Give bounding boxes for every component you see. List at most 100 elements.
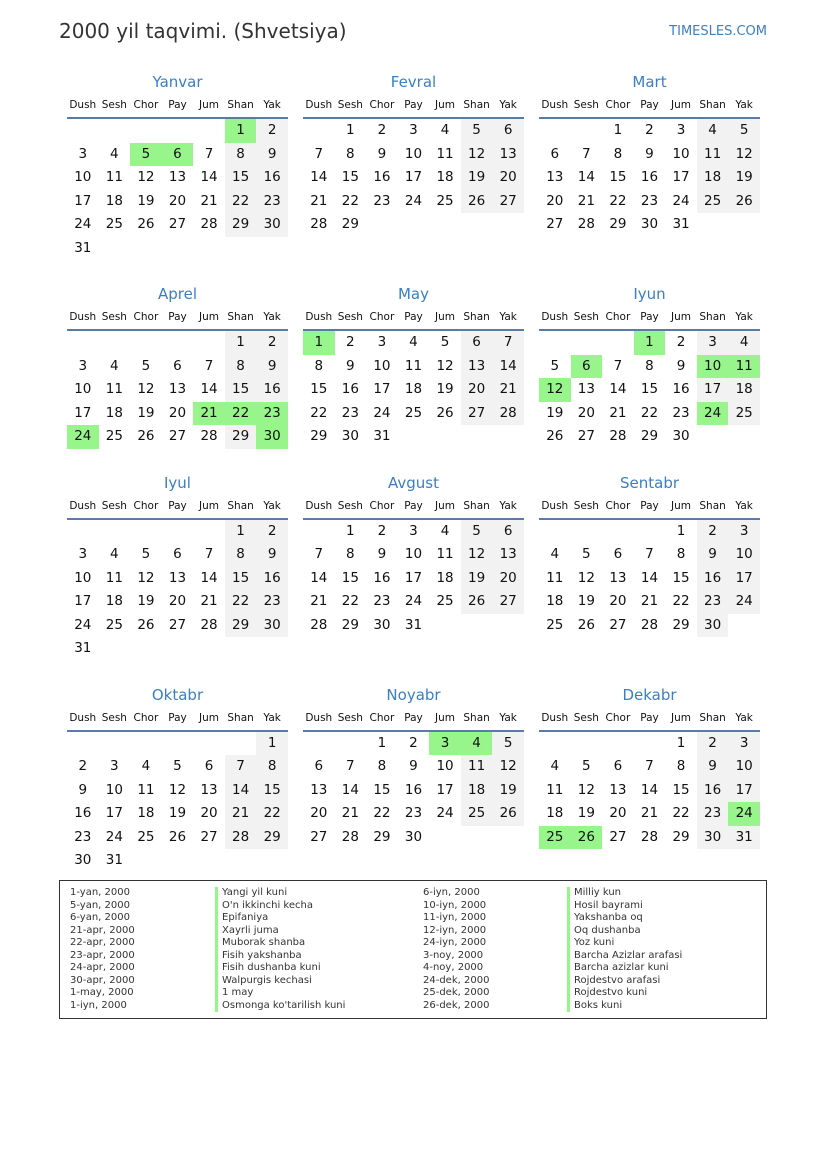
- day-cell[interactable]: 1: [224, 119, 257, 143]
- day-cell[interactable]: 5: [460, 119, 493, 143]
- day-cell[interactable]: 22: [224, 189, 257, 213]
- day-cell[interactable]: 11: [546, 781, 564, 798]
- day-cell[interactable]: 25: [546, 616, 564, 633]
- day-cell[interactable]: 3: [78, 145, 88, 162]
- day-cell[interactable]: 12: [168, 781, 187, 798]
- day-cell[interactable]: 6: [613, 546, 623, 562]
- day-cell[interactable]: 28: [341, 828, 359, 845]
- day-cell[interactable]: 19: [137, 404, 155, 421]
- day-cell[interactable]: 27: [609, 828, 627, 845]
- day-cell[interactable]: 6: [492, 519, 524, 543]
- day-cell[interactable]: 15: [609, 169, 627, 185]
- day-cell[interactable]: 16: [373, 169, 391, 185]
- day-cell[interactable]: 7: [204, 357, 214, 374]
- day-cell[interactable]: 1: [676, 734, 686, 751]
- day-cell[interactable]: 28: [200, 216, 218, 232]
- day-cell[interactable]: 7: [492, 331, 524, 355]
- day-cell[interactable]: 1: [613, 122, 623, 138]
- day-cell[interactable]: 5: [141, 546, 151, 562]
- day-cell[interactable]: 21: [341, 805, 359, 821]
- day-cell[interactable]: 1: [633, 331, 666, 355]
- day-cell[interactable]: 19: [436, 381, 454, 397]
- day-cell[interactable]: 3: [728, 731, 760, 755]
- day-cell[interactable]: 18: [105, 404, 123, 421]
- day-cell[interactable]: 29: [341, 216, 359, 232]
- day-cell[interactable]: 8: [346, 546, 355, 562]
- day-cell[interactable]: 15: [341, 569, 359, 586]
- day-cell[interactable]: 30: [640, 216, 659, 232]
- day-cell[interactable]: 10: [728, 755, 760, 779]
- day-cell[interactable]: 13: [460, 354, 493, 378]
- day-cell[interactable]: 30: [256, 425, 288, 449]
- day-cell[interactable]: 11: [546, 569, 564, 586]
- day-cell[interactable]: 18: [137, 805, 155, 821]
- day-cell[interactable]: 3: [78, 357, 88, 374]
- day-cell[interactable]: 12: [137, 569, 155, 586]
- day-cell[interactable]: 9: [346, 357, 355, 374]
- day-cell[interactable]: 18: [436, 169, 454, 185]
- day-cell[interactable]: 4: [110, 145, 119, 162]
- day-cell[interactable]: 23: [74, 828, 92, 845]
- day-cell[interactable]: 19: [460, 166, 493, 190]
- day-cell[interactable]: 8: [676, 758, 686, 774]
- day-cell[interactable]: 5: [440, 334, 450, 350]
- day-cell[interactable]: 28: [310, 616, 328, 633]
- day-cell[interactable]: 1: [224, 331, 257, 355]
- day-cell[interactable]: 19: [168, 805, 187, 821]
- day-cell[interactable]: 26: [137, 216, 155, 232]
- day-cell[interactable]: 6: [204, 758, 214, 774]
- day-cell[interactable]: 1: [676, 522, 686, 539]
- day-cell[interactable]: 28: [310, 216, 328, 232]
- day-cell[interactable]: 24: [67, 425, 99, 449]
- day-cell[interactable]: 1: [256, 731, 288, 755]
- day-cell[interactable]: 22: [672, 805, 690, 821]
- day-cell[interactable]: 20: [609, 593, 627, 609]
- day-cell[interactable]: 19: [492, 778, 524, 802]
- day-cell[interactable]: 17: [404, 169, 423, 185]
- day-cell[interactable]: 11: [105, 569, 123, 586]
- day-cell[interactable]: 4: [110, 357, 119, 374]
- day-cell[interactable]: 7: [314, 546, 324, 562]
- day-cell[interactable]: 5: [460, 519, 493, 543]
- day-cell[interactable]: 21: [492, 378, 524, 402]
- day-cell[interactable]: 21: [200, 593, 218, 609]
- day-cell[interactable]: 29: [609, 216, 627, 232]
- day-cell[interactable]: 14: [310, 169, 328, 185]
- day-cell[interactable]: 20: [168, 192, 187, 209]
- day-cell[interactable]: 3: [110, 758, 119, 774]
- day-cell[interactable]: 30: [696, 613, 729, 637]
- day-cell[interactable]: 19: [546, 404, 564, 421]
- day-cell[interactable]: 26: [436, 404, 454, 421]
- day-cell[interactable]: 17: [373, 381, 391, 397]
- day-cell[interactable]: 22: [224, 590, 257, 614]
- day-cell[interactable]: 31: [105, 852, 123, 868]
- day-cell[interactable]: 18: [436, 569, 454, 586]
- day-cell[interactable]: 20: [546, 192, 564, 209]
- day-cell[interactable]: 24: [74, 616, 92, 633]
- day-cell[interactable]: 23: [640, 192, 659, 209]
- day-cell[interactable]: 24: [404, 192, 423, 209]
- day-cell[interactable]: 8: [346, 145, 355, 162]
- day-cell[interactable]: 27: [460, 401, 493, 425]
- day-cell[interactable]: 18: [404, 381, 423, 397]
- day-cell[interactable]: 26: [546, 428, 564, 444]
- day-cell[interactable]: 15: [672, 781, 690, 798]
- day-cell[interactable]: 25: [728, 401, 760, 425]
- day-cell[interactable]: 15: [310, 381, 328, 397]
- day-cell[interactable]: 16: [341, 381, 359, 397]
- day-cell[interactable]: 20: [492, 566, 524, 590]
- day-cell[interactable]: 26: [570, 825, 603, 849]
- day-cell[interactable]: 14: [200, 169, 218, 185]
- day-cell[interactable]: 5: [492, 731, 524, 755]
- day-cell[interactable]: 3: [409, 522, 418, 539]
- day-cell[interactable]: 11: [696, 142, 729, 166]
- day-cell[interactable]: 20: [492, 166, 524, 190]
- day-cell[interactable]: 10: [74, 569, 92, 586]
- day-cell[interactable]: 11: [105, 169, 123, 185]
- day-cell[interactable]: 14: [310, 569, 328, 586]
- day-cell[interactable]: 8: [613, 145, 623, 162]
- day-cell[interactable]: 9: [377, 546, 387, 562]
- day-cell[interactable]: 14: [609, 381, 627, 397]
- day-cell[interactable]: 23: [256, 401, 288, 425]
- day-cell[interactable]: 2: [256, 519, 288, 543]
